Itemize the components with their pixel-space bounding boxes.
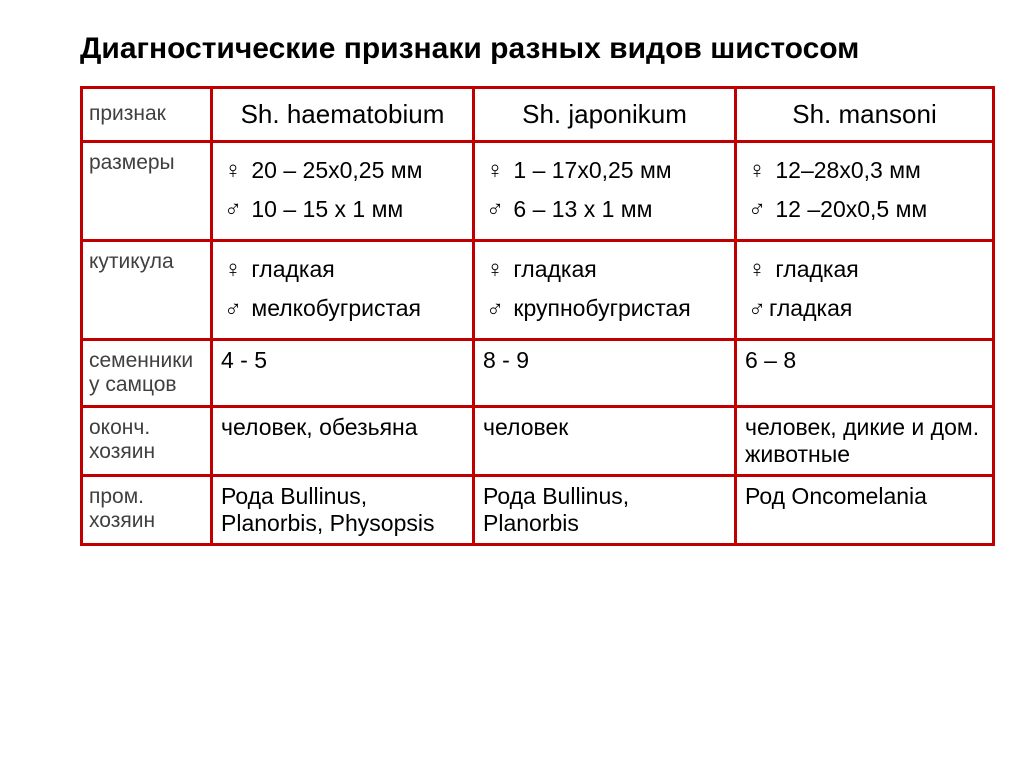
male-icon: ♂ [483, 194, 507, 226]
cell: Рода Bullinus, Planorbis, Physopsis [212, 475, 474, 544]
value: 12 –20х0,5 мм [775, 196, 927, 222]
female-icon: ♀ [745, 155, 769, 187]
value: гладкая [251, 256, 334, 282]
female-icon: ♀ [745, 254, 769, 286]
value: 1 – 17х0,25 мм [513, 157, 671, 183]
col-header: Sh. haematobium [212, 87, 474, 141]
table-row: кутикула ♀ гладкая ♂ мелкобугристая ♀ гл… [82, 240, 994, 339]
female-icon: ♀ [221, 155, 245, 187]
female-icon: ♀ [483, 155, 507, 187]
col-header: Sh. japonikum [474, 87, 736, 141]
table-header-row: признак Sh. haematobium Sh. japonikum Sh… [82, 87, 994, 141]
table-row: оконч. хозяин человек, обезьяна человек … [82, 406, 994, 475]
male-icon: ♂ [483, 294, 507, 326]
row-label-inthost: пром. хозяин [82, 475, 212, 544]
value: 6 – 13 х 1 мм [513, 196, 652, 222]
value: гладкая [775, 256, 858, 282]
cell: ♀ 1 – 17х0,25 мм ♂ 6 – 13 х 1 мм [474, 141, 736, 240]
value: крупнобугристая [513, 295, 690, 321]
value: 20 – 25х0,25 мм [251, 157, 422, 183]
cell: ♀ 12–28х0,3 мм ♂ 12 –20х0,5 мм [736, 141, 994, 240]
page-title: Диагностические признаки разных видов ши… [80, 30, 994, 68]
row-label-testes: семенники у самцов [82, 339, 212, 406]
male-icon: ♂ [221, 194, 245, 226]
table-row: пром. хозяин Рода Bullinus, Planorbis, P… [82, 475, 994, 544]
cell: 6 – 8 [736, 339, 994, 406]
cell: Рода Bullinus, Planorbis [474, 475, 736, 544]
cell: Род Oncomelania [736, 475, 994, 544]
female-icon: ♀ [221, 254, 245, 286]
row-label-defhost: оконч. хозяин [82, 406, 212, 475]
cell: ♀ гладкая ♂ мелкобугристая [212, 240, 474, 339]
male-icon: ♂ [221, 294, 245, 326]
male-icon: ♂ [745, 294, 769, 326]
table-row: размеры ♀ 20 – 25х0,25 мм ♂ 10 – 15 х 1 … [82, 141, 994, 240]
comparison-table: признак Sh. haematobium Sh. japonikum Sh… [80, 86, 995, 546]
col-header: Sh. mansoni [736, 87, 994, 141]
cell: ♀ гладкая ♂ крупнобугристая [474, 240, 736, 339]
cell: 4 - 5 [212, 339, 474, 406]
cell: 8 - 9 [474, 339, 736, 406]
cell: ♀ гладкая ♂гладкая [736, 240, 994, 339]
male-icon: ♂ [745, 194, 769, 226]
corner-cell: признак [82, 87, 212, 141]
cell: человек, дикие и дом. животные [736, 406, 994, 475]
value: 12–28х0,3 мм [775, 157, 920, 183]
row-label-sizes: размеры [82, 141, 212, 240]
cell: человек, обезьяна [212, 406, 474, 475]
row-label-cuticle: кутикула [82, 240, 212, 339]
cell: человек [474, 406, 736, 475]
value: мелкобугристая [251, 295, 421, 321]
cell: ♀ 20 – 25х0,25 мм ♂ 10 – 15 х 1 мм [212, 141, 474, 240]
value: 10 – 15 х 1 мм [251, 196, 403, 222]
female-icon: ♀ [483, 254, 507, 286]
value: гладкая [769, 295, 852, 321]
value: гладкая [513, 256, 596, 282]
table-row: семенники у самцов 4 - 5 8 - 9 6 – 8 [82, 339, 994, 406]
